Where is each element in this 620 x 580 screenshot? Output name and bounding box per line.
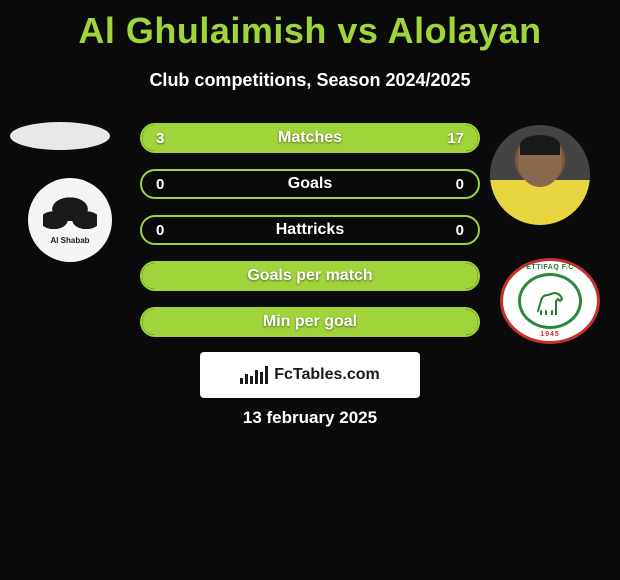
date-label: 13 february 2025: [0, 408, 620, 428]
club-left-badge: Al Shabab: [28, 178, 112, 262]
stat-label: Matches: [278, 129, 342, 147]
club-right-badge: ETTIFAQ F.C 1945: [500, 258, 600, 344]
stat-left-value: 3: [156, 130, 180, 147]
brand-box: FcTables.com: [200, 352, 420, 398]
stat-row: Min per goal: [140, 307, 480, 337]
stat-row: Goals per match: [140, 261, 480, 291]
stat-label: Goals per match: [247, 267, 372, 285]
stat-row: 0 Hattricks 0: [140, 215, 480, 245]
chart-icon: [240, 366, 268, 384]
stat-label: Goals: [288, 175, 332, 193]
stat-right-value: 17: [440, 130, 464, 147]
stat-row: 0 Goals 0: [140, 169, 480, 199]
club-left-name: Al Shabab: [50, 236, 89, 245]
stats-list: 3 Matches 17 0 Goals 0 0 Hattricks 0 Goals per ma…: [140, 123, 480, 353]
player-left-avatar: [10, 122, 110, 150]
page-title: Al Ghulaimish vs Alolayan: [0, 0, 620, 52]
stat-left-value: 0: [156, 176, 180, 193]
club-right-year: 1945: [540, 331, 560, 338]
club-right-badge-inner: [518, 273, 582, 329]
stat-row: 3 Matches 17: [140, 123, 480, 153]
stat-left-value: 0: [156, 222, 180, 239]
stat-right-value: 0: [440, 176, 464, 193]
stat-label: Min per goal: [263, 313, 357, 331]
comparison-card: Al Ghulaimish vs Alolayan Club competiti…: [0, 0, 620, 580]
subtitle: Club competitions, Season 2024/2025: [0, 70, 620, 91]
horse-icon: [532, 287, 568, 315]
club-right-name: ETTIFAQ F.C: [526, 264, 574, 271]
stat-label: Hattricks: [276, 221, 344, 239]
brand-name: FcTables.com: [274, 366, 380, 384]
stat-right-value: 0: [440, 222, 464, 239]
player-right-avatar: [490, 125, 590, 225]
